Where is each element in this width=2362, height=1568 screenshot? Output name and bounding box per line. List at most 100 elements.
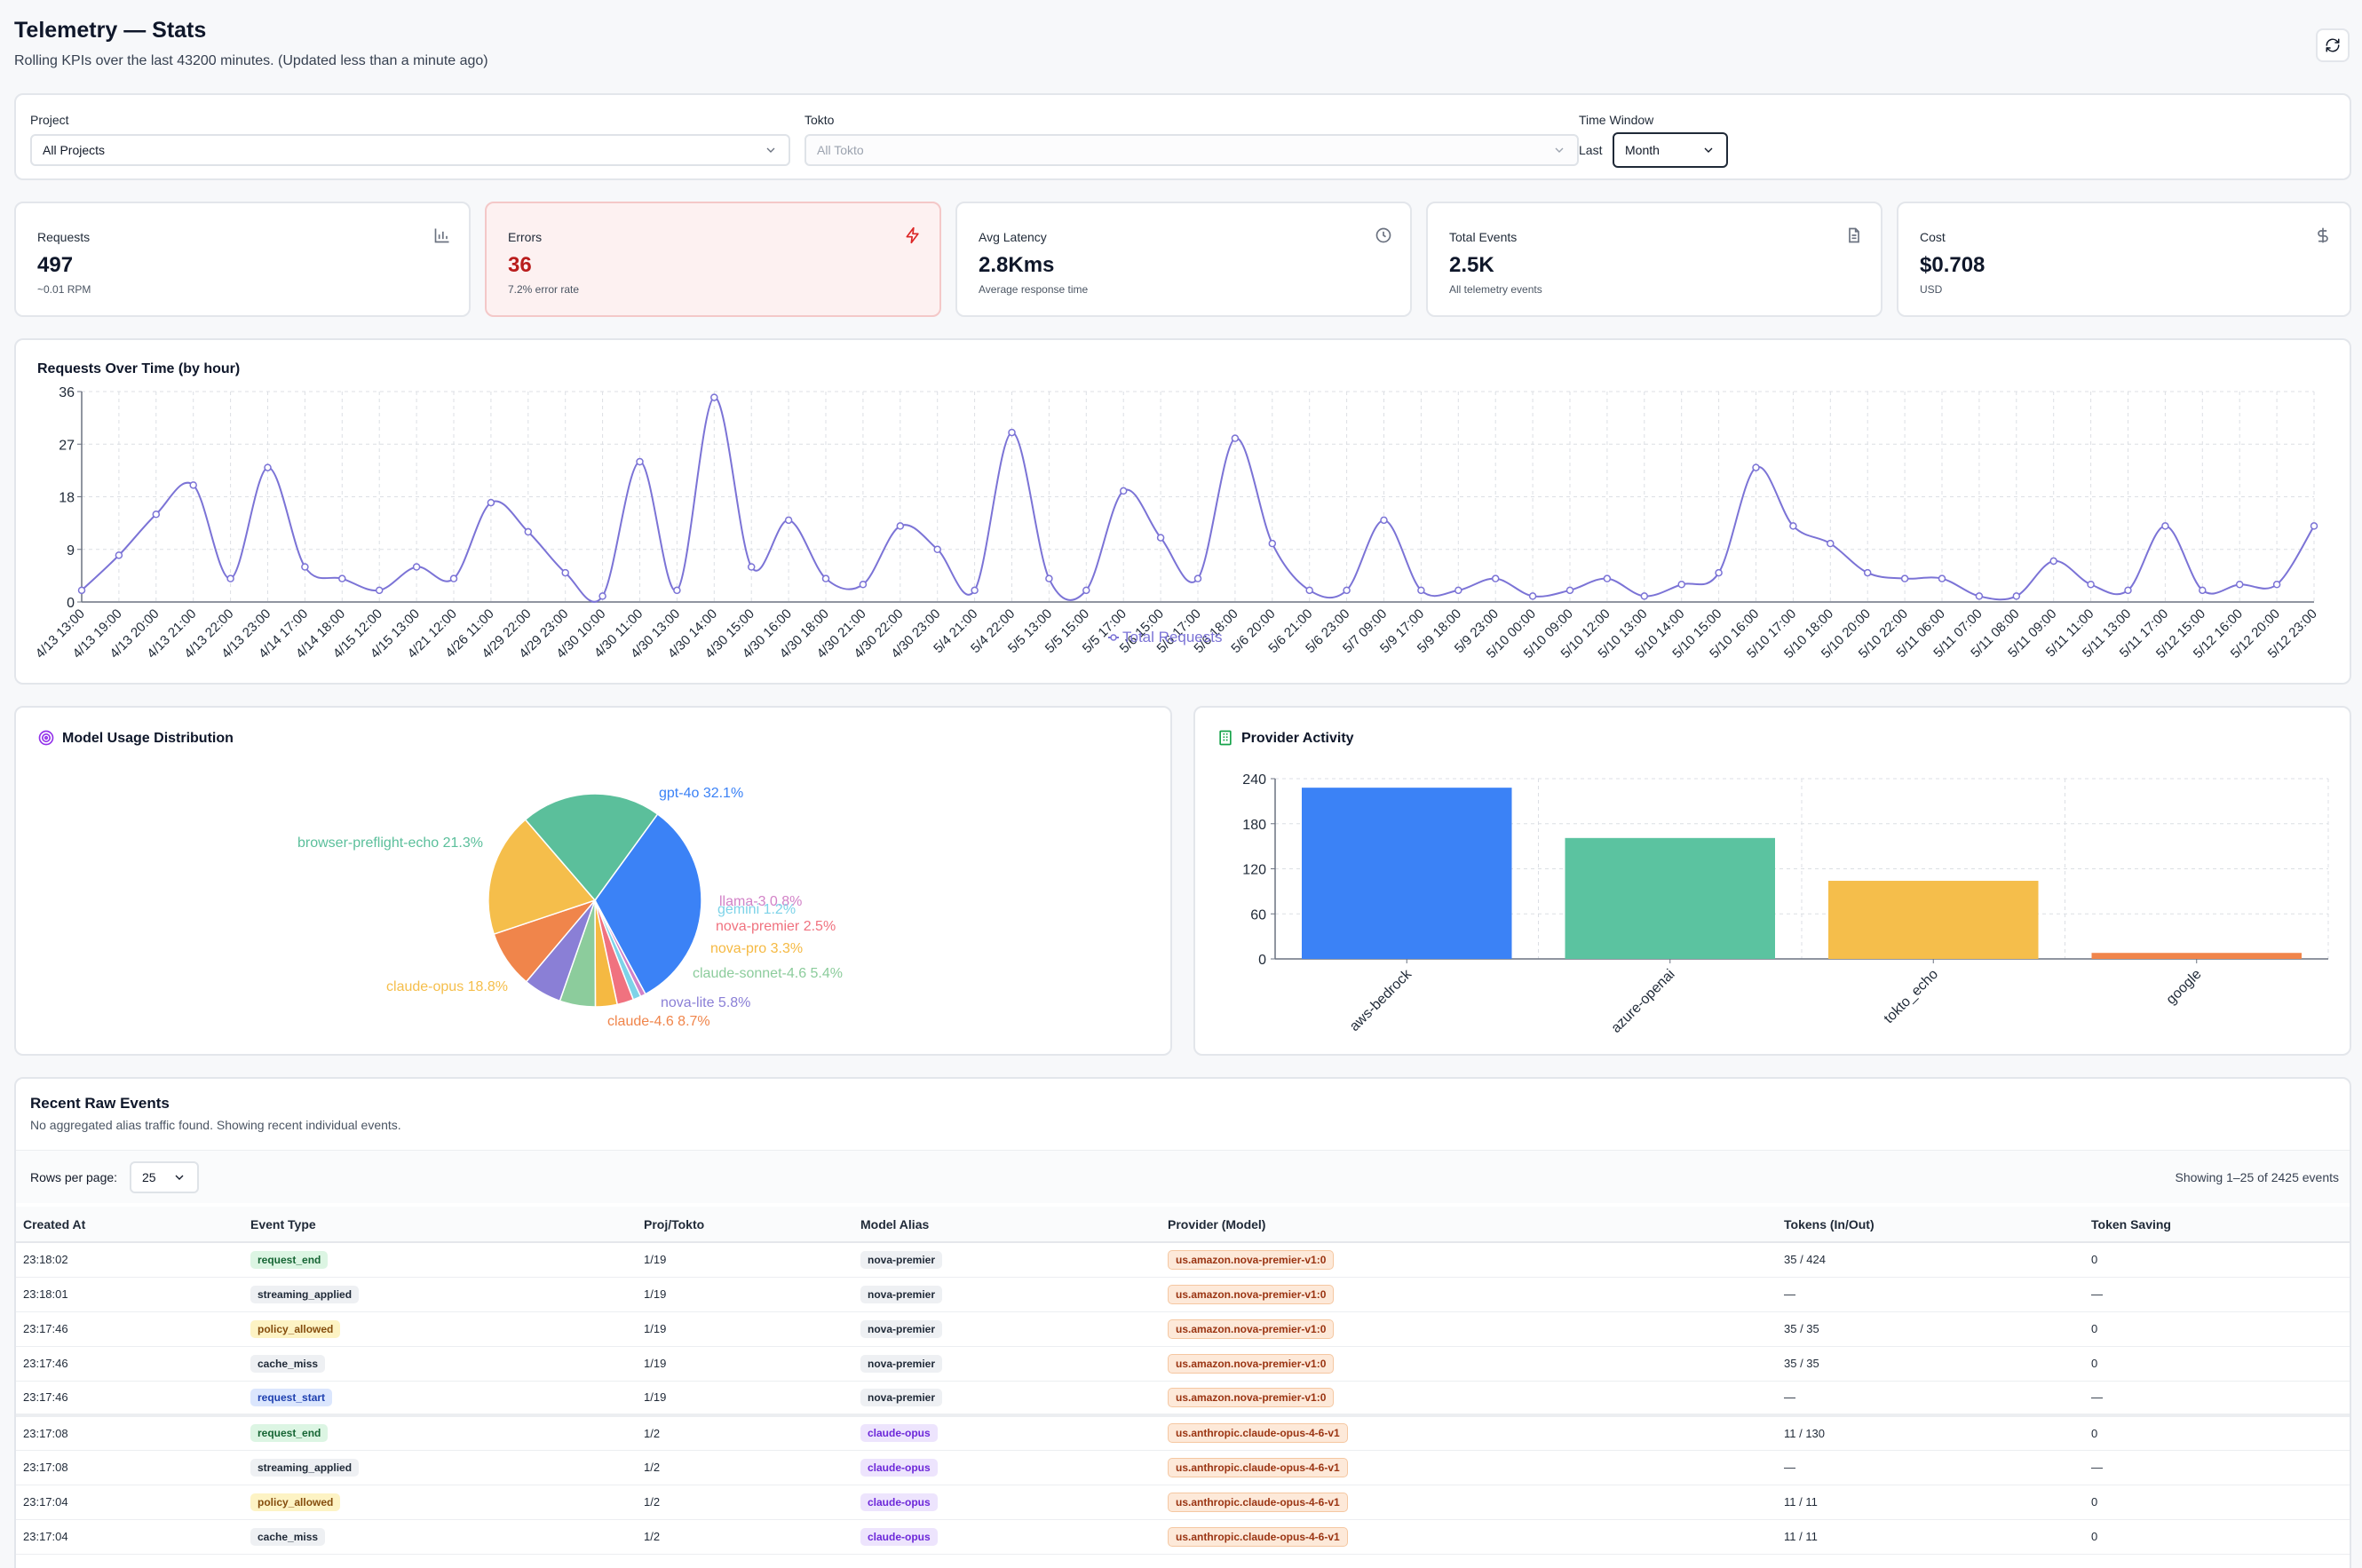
model-usage-card: Model Usage Distribution gpt-4o 32.1% lla… <box>14 706 1172 1056</box>
data-point <box>1008 428 1016 437</box>
data-point <box>971 586 979 595</box>
data-point <box>1491 574 1500 582</box>
data-point <box>1268 539 1277 548</box>
table-cell-tokens: 11 / 11 <box>1777 1485 2084 1520</box>
rows-per-page-label: Rows per page: <box>30 1170 118 1184</box>
data-point <box>636 457 644 466</box>
model-alias-badge: nova-premier <box>860 1354 943 1373</box>
column-tokens[interactable]: Tokens (In/Out) <box>1777 1207 2084 1243</box>
table-cell-proj: 1/2 <box>637 1519 853 1555</box>
table-row[interactable]: 23:18:02 request_end 1/19 nova-premier us.am… <box>16 1242 2350 1278</box>
bar-tokto_echo <box>1828 881 2039 959</box>
table-cell-proj: 1/19 <box>637 1277 853 1312</box>
table-cell-time: 23:17:46 <box>16 1346 243 1382</box>
event-type-badge: request_start <box>250 1388 333 1406</box>
refresh-button[interactable] <box>2316 28 2350 62</box>
data-point <box>1827 539 1835 548</box>
y-tick-label: 9 <box>67 543 75 558</box>
table-cell-time: 23:17:04 <box>16 1485 243 1520</box>
table-cell-tokens: 35 / 424 <box>1777 1242 2084 1278</box>
time-window-select[interactable]: Month <box>1613 132 1728 168</box>
table-cell-proj: 1/2 <box>637 1485 853 1520</box>
kpi-card-cost: Cost $0.708 USD <box>1897 202 2351 317</box>
table-row[interactable]: 23:18:01 streaming_applied 1/19 nova-premie… <box>16 1277 2350 1312</box>
model-alias-badge: claude-opus <box>860 1493 938 1511</box>
events-table-body: 23:18:02 request_end 1/19 nova-premier us.am… <box>16 1242 2350 1555</box>
data-point <box>487 498 495 507</box>
chevron-down-icon <box>766 147 775 153</box>
table-cell-model: claude-opus <box>853 1450 1161 1485</box>
table-row[interactable]: 23:17:46 policy_allowed 1/19 nova-premier us… <box>16 1311 2350 1347</box>
filter-panel: Project All Projects Tokto All Tokto Tim… <box>14 93 2351 180</box>
table-cell-type: request_end <box>243 1242 637 1278</box>
table-cell-time: 23:17:04 <box>16 1519 243 1555</box>
column-created-at[interactable]: Created At <box>16 1207 243 1243</box>
data-point <box>77 586 86 595</box>
column-proj-tokto[interactable]: Proj/Tokto <box>637 1207 853 1243</box>
data-point <box>1193 574 1202 582</box>
data-point <box>561 568 569 577</box>
table-row[interactable]: 23:17:04 cache_miss 1/2 claude-opus us.anthr… <box>16 1519 2350 1555</box>
page-title: Telemetry — Stats <box>14 18 207 43</box>
data-point <box>1156 534 1165 542</box>
provider-badge: us.amazon.nova-premier-v1:0 <box>1168 1249 1335 1270</box>
time-window-value: Month <box>1625 143 1660 157</box>
data-point <box>710 393 718 401</box>
data-point <box>2272 581 2281 589</box>
column-event-type[interactable]: Event Type <box>243 1207 637 1243</box>
x-tick-label: google <box>2164 967 2205 1008</box>
table-cell-time: 23:18:02 <box>16 1242 243 1278</box>
model-alias-badge: claude-opus <box>860 1458 938 1477</box>
data-point <box>1975 592 1984 600</box>
table-row[interactable]: 23:17:46 request_start 1/19 nova-premier us.… <box>16 1381 2350 1416</box>
table-cell-model: nova-premier <box>853 1381 1161 1416</box>
tokto-select[interactable]: All Tokto <box>805 134 1579 166</box>
legend-label: Total Requests <box>1122 629 1222 645</box>
events-table: Created At Event Type Proj/Tokto Model A… <box>16 1207 2350 1555</box>
data-point <box>1380 516 1388 525</box>
table-cell-model: claude-opus <box>853 1519 1161 1555</box>
table-cell-proj: 1/19 <box>637 1381 853 1416</box>
kpi-label: Avg Latency <box>979 230 1047 244</box>
column-provider-model[interactable]: Provider (Model) <box>1161 1207 1777 1243</box>
data-point <box>1603 574 1612 582</box>
column-token-saving[interactable]: Token Saving <box>2084 1207 2350 1243</box>
bar-aws-bedrock <box>1302 788 1512 959</box>
data-point <box>859 581 868 589</box>
table-cell-model: nova-premier <box>853 1277 1161 1312</box>
provider-activity-title: Provider Activity <box>1241 731 1354 746</box>
y-tick-label: 27 <box>59 438 75 453</box>
data-point <box>524 527 533 536</box>
y-tick-label: 0 <box>1258 953 1266 968</box>
kpi-value: 36 <box>508 253 532 277</box>
zap-icon <box>906 226 919 244</box>
bar-google <box>2091 953 2302 959</box>
chevron-down-icon <box>1704 147 1713 153</box>
rows-per-page-select[interactable]: 25 <box>130 1161 199 1193</box>
table-cell-provider: us.amazon.nova-premier-v1:0 <box>1161 1311 1777 1347</box>
data-point <box>1045 574 1053 582</box>
x-tick-label: azure-openai <box>1609 967 1678 1036</box>
table-row[interactable]: 23:17:46 cache_miss 1/19 nova-premier us.ama… <box>16 1346 2350 1382</box>
kpi-label: Requests <box>37 230 91 244</box>
column-model-alias[interactable]: Model Alias <box>853 1207 1161 1243</box>
table-row[interactable]: 23:17:08 request_end 1/2 claude-opus us.anth… <box>16 1415 2350 1451</box>
data-point <box>2199 586 2207 595</box>
table-row[interactable]: 23:17:08 streaming_applied 1/2 claude-opus u… <box>16 1450 2350 1485</box>
pie-label: gpt-4o 32.1% <box>659 786 743 801</box>
table-cell-provider: us.anthropic.claude-opus-4-6-v1 <box>1161 1415 1777 1451</box>
table-cell-provider: us.amazon.nova-premier-v1:0 <box>1161 1277 1777 1312</box>
table-cell-proj: 1/19 <box>637 1346 853 1382</box>
table-cell-model: nova-premier <box>853 1346 1161 1382</box>
table-cell-saving: 0 <box>2084 1311 2350 1347</box>
data-point <box>264 463 272 471</box>
table-cell-proj: 1/19 <box>637 1311 853 1347</box>
table-row[interactable]: 23:17:04 policy_allowed 1/2 claude-opus us.a… <box>16 1485 2350 1520</box>
project-select[interactable]: All Projects <box>30 134 790 166</box>
table-cell-time: 23:17:08 <box>16 1450 243 1485</box>
pie-label: nova-lite 5.8% <box>661 995 750 1010</box>
model-usage-pie-chart: gpt-4o 32.1% llama-3 0.8%gemini 1.2% nova-… <box>297 786 843 1029</box>
data-point <box>115 551 123 559</box>
provider-badge: us.amazon.nova-premier-v1:0 <box>1168 1319 1335 1339</box>
